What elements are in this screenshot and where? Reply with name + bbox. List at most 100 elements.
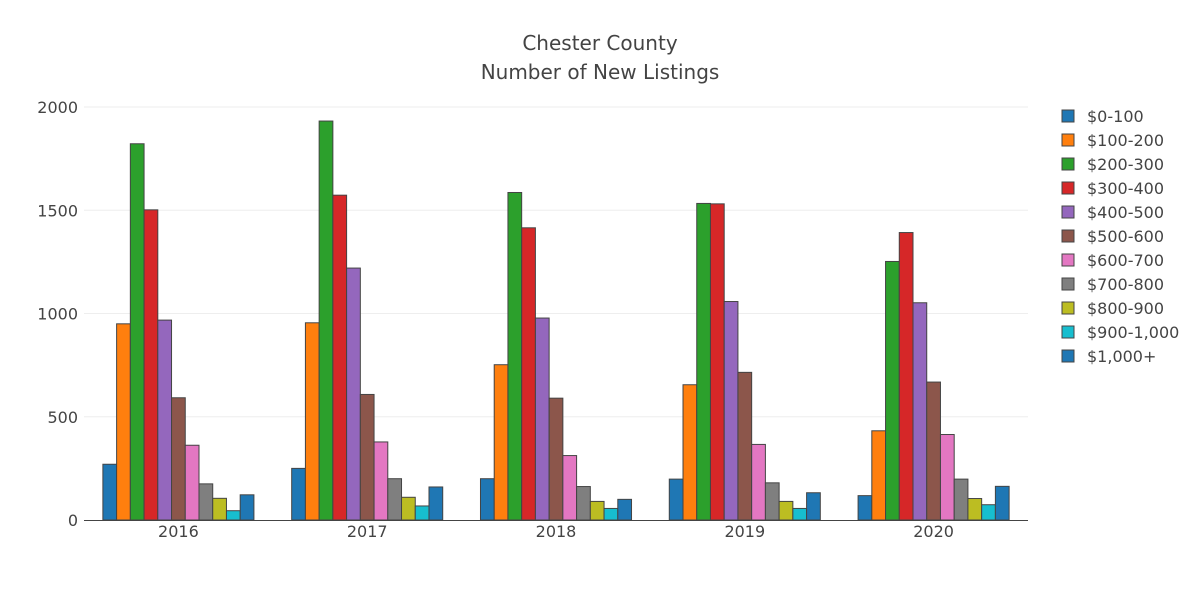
legend-swatch bbox=[1061, 157, 1075, 171]
bar[interactable] bbox=[751, 443, 766, 521]
bar[interactable] bbox=[912, 302, 928, 521]
legend-label: $200-300 bbox=[1087, 155, 1164, 174]
bar[interactable] bbox=[346, 267, 361, 521]
bar[interactable] bbox=[304, 322, 320, 521]
bar[interactable] bbox=[857, 495, 873, 521]
legend-item[interactable]: $700-800 bbox=[1061, 275, 1164, 294]
legend-label: $0-100 bbox=[1087, 107, 1144, 126]
bar[interactable] bbox=[143, 209, 159, 521]
legend-item[interactable]: $300-400 bbox=[1061, 179, 1164, 198]
bar[interactable] bbox=[171, 397, 186, 521]
x-tick-label: 2016 bbox=[158, 522, 199, 541]
bar[interactable] bbox=[332, 194, 348, 521]
bar[interactable] bbox=[184, 444, 200, 521]
bar[interactable] bbox=[723, 301, 739, 521]
bar[interactable] bbox=[548, 397, 564, 521]
bar[interactable] bbox=[668, 478, 684, 521]
bar[interactable] bbox=[589, 500, 605, 521]
legend-swatch bbox=[1061, 277, 1075, 291]
bar[interactable] bbox=[981, 504, 996, 521]
bar[interactable] bbox=[239, 494, 255, 521]
legend-swatch bbox=[1061, 181, 1075, 195]
bar[interactable] bbox=[617, 498, 633, 521]
bar[interactable] bbox=[157, 319, 173, 521]
bar[interactable] bbox=[576, 486, 591, 521]
legend-swatch bbox=[1061, 205, 1075, 219]
legend-item[interactable]: $900-1,000 bbox=[1061, 323, 1179, 342]
bar[interactable] bbox=[198, 483, 214, 521]
bar[interactable] bbox=[871, 430, 887, 521]
legend-label: $900-1,000 bbox=[1087, 323, 1179, 342]
legend-swatch bbox=[1061, 229, 1075, 243]
bar[interactable] bbox=[806, 492, 821, 521]
legend-item[interactable]: $200-300 bbox=[1061, 155, 1164, 174]
bar[interactable] bbox=[696, 202, 711, 521]
series-3 bbox=[143, 194, 914, 521]
bar[interactable] bbox=[792, 507, 808, 521]
bar[interactable] bbox=[212, 497, 227, 521]
x-tick-label: 2020 bbox=[913, 522, 954, 541]
legend-swatch bbox=[1061, 253, 1075, 267]
bar[interactable] bbox=[387, 478, 403, 521]
chart-title: Chester County bbox=[522, 31, 677, 55]
bar[interactable] bbox=[521, 227, 536, 521]
bar[interactable] bbox=[401, 496, 416, 521]
legend-item[interactable]: $0-100 bbox=[1061, 107, 1144, 126]
bar[interactable] bbox=[102, 463, 118, 521]
bar[interactable] bbox=[709, 203, 725, 521]
series-2 bbox=[129, 120, 900, 521]
series-1 bbox=[116, 322, 887, 521]
bar[interactable] bbox=[116, 323, 131, 521]
bar[interactable] bbox=[507, 191, 523, 521]
legend-item[interactable]: $1,000+ bbox=[1061, 347, 1156, 366]
legend-label: $600-700 bbox=[1087, 251, 1164, 270]
x-axis: 2016 2017 2018 2019 2020 bbox=[84, 520, 1028, 541]
bar[interactable] bbox=[534, 317, 550, 521]
bar[interactable] bbox=[373, 441, 389, 521]
legend-label: $700-800 bbox=[1087, 275, 1164, 294]
series-6 bbox=[184, 434, 955, 521]
bar[interactable] bbox=[953, 478, 969, 521]
bar[interactable] bbox=[129, 143, 145, 521]
bar[interactable] bbox=[764, 482, 780, 521]
bar[interactable] bbox=[603, 507, 619, 521]
y-tick-label: 500 bbox=[47, 408, 78, 427]
x-tick-label: 2017 bbox=[347, 522, 388, 541]
legend[interactable]: $0-100 $100-200 $200-300 $300-400 $400-500 $5… bbox=[1061, 107, 1179, 366]
bar[interactable] bbox=[939, 434, 955, 521]
bar[interactable] bbox=[778, 500, 794, 521]
bar[interactable] bbox=[359, 393, 375, 521]
bar[interactable] bbox=[479, 478, 495, 521]
bar[interactable] bbox=[291, 467, 306, 521]
legend-item[interactable]: $400-500 bbox=[1061, 203, 1164, 222]
y-tick-label: 1000 bbox=[37, 305, 78, 324]
bar[interactable] bbox=[885, 260, 900, 521]
bar[interactable] bbox=[225, 510, 241, 521]
legend-item[interactable]: $100-200 bbox=[1061, 131, 1164, 150]
legend-label: $800-900 bbox=[1087, 299, 1164, 318]
legend-item[interactable]: $800-900 bbox=[1061, 299, 1164, 318]
bar[interactable] bbox=[682, 384, 698, 521]
bar[interactable] bbox=[926, 381, 941, 521]
series-4 bbox=[157, 267, 928, 521]
legend-label: $500-600 bbox=[1087, 227, 1164, 246]
bar[interactable] bbox=[898, 232, 914, 521]
series-10 bbox=[239, 485, 1010, 521]
legend-swatch bbox=[1061, 349, 1075, 363]
bar-series-group bbox=[102, 120, 1010, 521]
bar[interactable] bbox=[414, 505, 430, 521]
legend-item[interactable]: $600-700 bbox=[1061, 251, 1164, 270]
legend-item[interactable]: $500-600 bbox=[1061, 227, 1164, 246]
bar[interactable] bbox=[737, 371, 753, 521]
bar[interactable] bbox=[967, 498, 983, 521]
legend-swatch bbox=[1061, 325, 1075, 339]
legend-swatch bbox=[1061, 109, 1075, 123]
x-tick-label: 2019 bbox=[724, 522, 765, 541]
y-axis-ticks: 0 500 1000 1500 2000 bbox=[37, 98, 78, 530]
bar[interactable] bbox=[994, 485, 1010, 521]
bar[interactable] bbox=[562, 455, 578, 521]
bar[interactable] bbox=[428, 486, 444, 521]
bar[interactable] bbox=[493, 364, 509, 521]
bar[interactable] bbox=[318, 120, 334, 521]
